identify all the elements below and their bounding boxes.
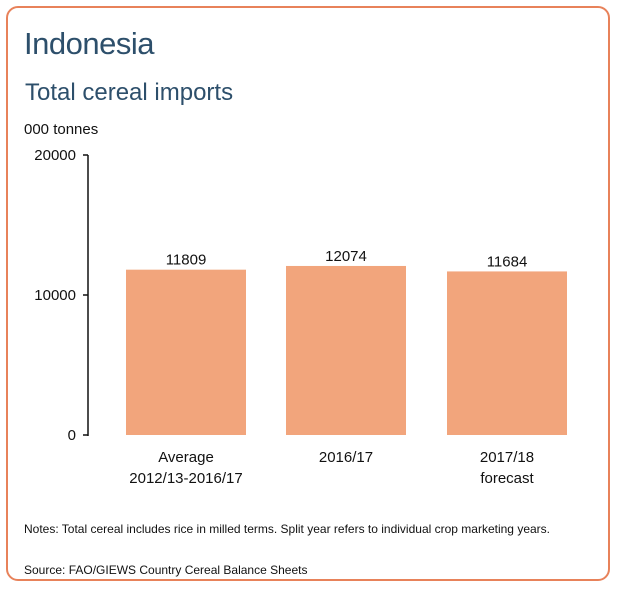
y-axis-unit-label: 000 tonnes xyxy=(24,121,99,138)
x-tick-label: 2017/18 forecast xyxy=(480,449,535,487)
data-labels: 11809 12074 11684 xyxy=(166,248,528,270)
bar-value-label: 12074 xyxy=(325,248,367,265)
x-axis-ticks: Average 2012/13-2016/17 2016/17 2017/18 fore… xyxy=(129,449,534,487)
bar-value-label: 11684 xyxy=(487,253,528,270)
bars xyxy=(126,265,567,435)
chart-source: Source: FAO/GIEWS Country Cereal Balance… xyxy=(24,563,308,577)
country-title: Indonesia xyxy=(24,26,154,61)
chart-subtitle: Total cereal imports xyxy=(25,79,234,106)
y-axis: 0 10000 20000 xyxy=(34,147,89,444)
bar-value-label: 11809 xyxy=(166,252,207,269)
y-tick-label: 20000 xyxy=(34,147,76,164)
x-tick-label: 2016/17 xyxy=(319,449,373,466)
chart-notes: Notes: Total cereal includes rice in mil… xyxy=(24,522,550,536)
bar xyxy=(286,265,406,435)
x-tick-label: Average 2012/13-2016/17 xyxy=(129,449,242,487)
bar xyxy=(126,269,246,435)
y-tick-label: 0 xyxy=(68,427,76,444)
bar xyxy=(447,271,567,435)
y-tick-label: 10000 xyxy=(34,287,76,304)
